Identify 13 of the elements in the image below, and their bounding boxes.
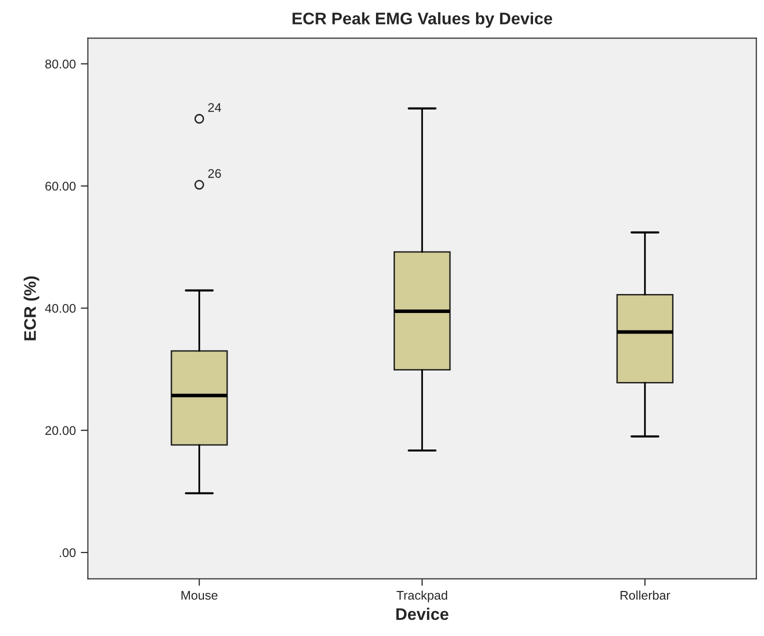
y-tick-label: 80.00 (45, 60, 76, 68)
annotation: 24 (208, 103, 222, 112)
chart-title: ECR Peak EMG Values by Device (292, 12, 552, 28)
y-tick-label: .00 (60, 548, 76, 558)
x-tick-label: Mouse (182, 591, 218, 600)
y-axis-title: ECR (%) (24, 276, 40, 340)
x-tick-label: Rollerbar (620, 590, 670, 600)
y-tick-label: 20.00 (45, 426, 76, 435)
x-axis-title: Device (396, 608, 448, 620)
x-tick-label: Trackpad (396, 590, 448, 602)
y-tick-label: 40.00 (45, 304, 76, 313)
annotation: 26 (208, 169, 221, 178)
y-tick-label: 60.00 (45, 182, 76, 191)
